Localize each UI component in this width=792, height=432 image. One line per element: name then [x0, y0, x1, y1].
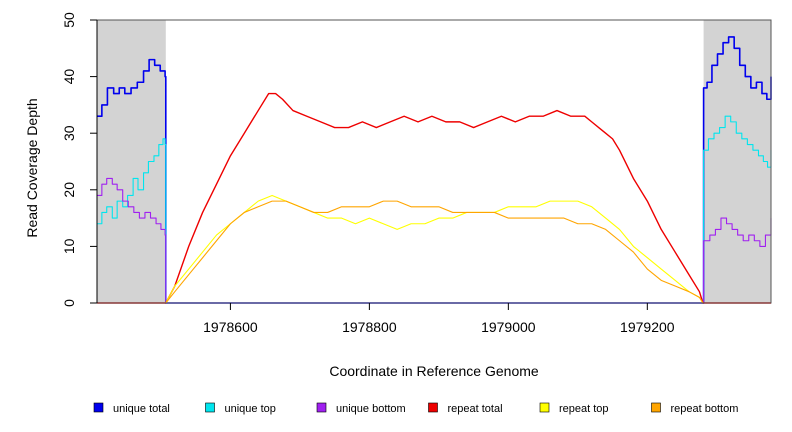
legend-item: repeat top: [539, 402, 609, 415]
shaded-regions: [97, 20, 771, 303]
series-lines: [97, 36, 772, 304]
y-tick-label: 50: [61, 12, 77, 28]
x-axis: 1978600 1978800 1979000 1979200: [203, 303, 675, 335]
legend-swatch: [316, 402, 327, 413]
series-line-unique-top: [97, 115, 772, 304]
y-axis-label: Read Coverage Depth: [24, 98, 40, 237]
shaded-region-1: [97, 20, 166, 303]
legend-item: unique top: [205, 402, 276, 415]
legend-item: repeat total: [428, 402, 503, 415]
legend-item: unique bottom: [316, 402, 406, 415]
legend-swatch: [93, 402, 104, 413]
series-line-repeat-bottom: [97, 200, 771, 304]
series-line-repeat-total: [97, 92, 771, 304]
x-axis-label: Coordinate in Reference Genome: [329, 363, 539, 379]
series-line-repeat-top: [97, 194, 771, 304]
legend-label: repeat total: [448, 403, 503, 415]
y-axis: 0 10 20 30 40 50: [61, 12, 98, 307]
y-tick-label: 20: [61, 182, 77, 198]
plot-frame: [96, 19, 772, 304]
legend-item: unique total: [93, 402, 170, 415]
legend-swatch: [651, 402, 661, 413]
legend-item: repeat bottom: [651, 402, 739, 415]
x-tick-label: 1979200: [620, 319, 675, 335]
legend-label: repeat bottom: [671, 403, 739, 415]
legend-swatch: [428, 402, 438, 413]
x-tick-label: 1979000: [481, 319, 536, 335]
legend-label: repeat top: [559, 403, 609, 415]
legend-label: unique top: [225, 403, 276, 415]
y-tick-label: 0: [61, 299, 77, 307]
legend-swatch: [539, 402, 550, 413]
y-tick-label: 40: [61, 69, 77, 85]
legend-label: unique total: [113, 403, 170, 415]
x-tick-label: 1978800: [342, 319, 397, 335]
shaded-region-2: [703, 20, 771, 303]
x-tick-label: 1978600: [203, 319, 258, 335]
legend: unique total unique top unique bottom repea…: [93, 402, 739, 415]
y-tick-label: 30: [61, 125, 77, 141]
y-tick-label: 10: [61, 238, 77, 254]
legend-label: unique bottom: [336, 403, 406, 415]
legend-swatch: [205, 402, 215, 413]
